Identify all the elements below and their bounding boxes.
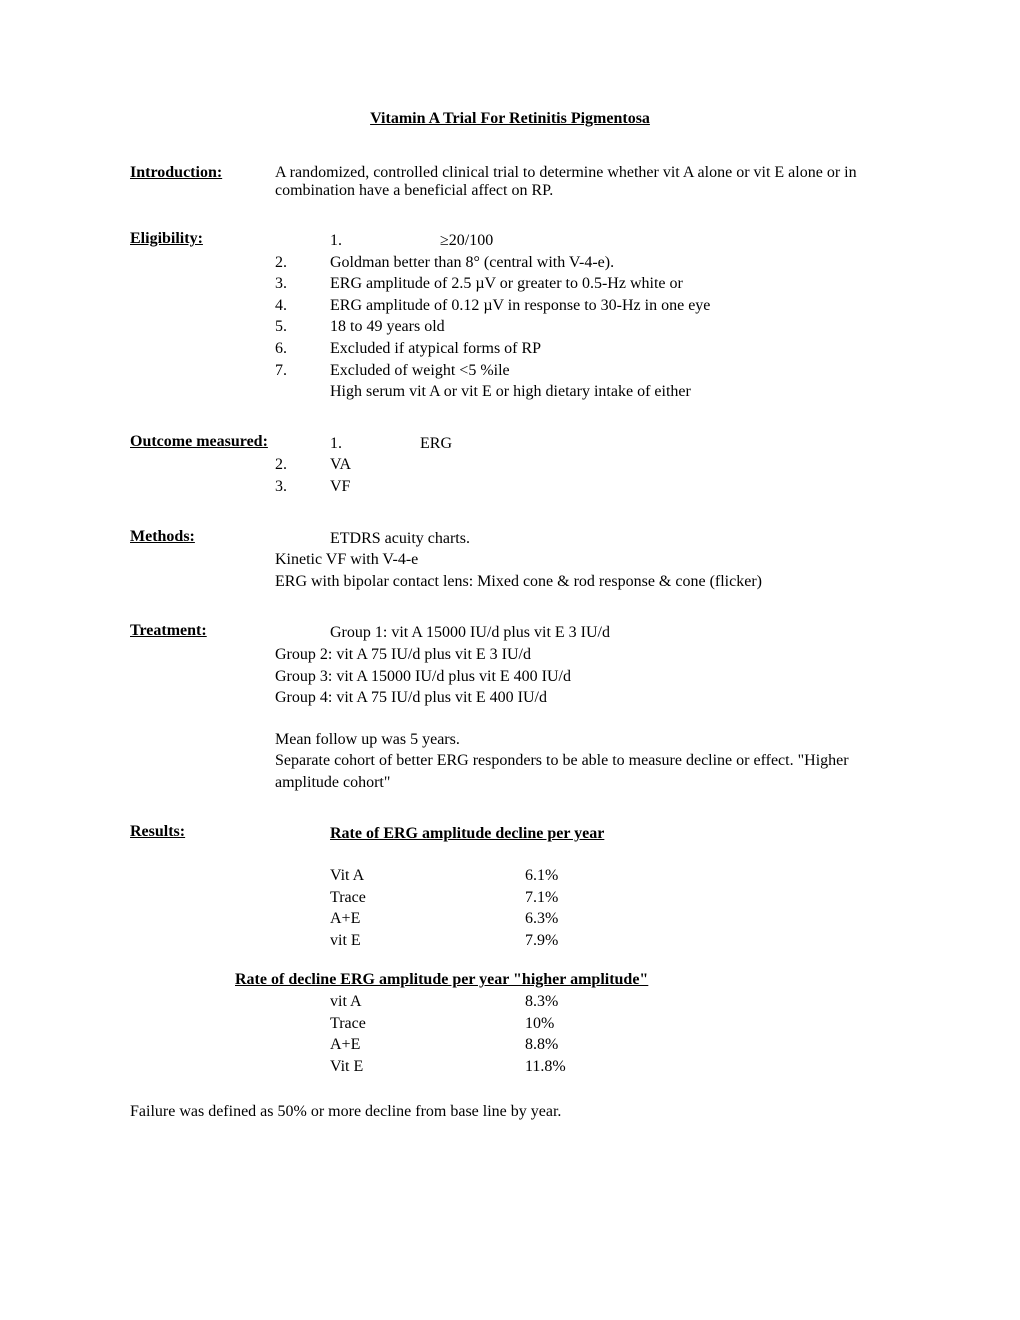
label-treatment: Treatment: [130, 622, 275, 793]
section-outcome: Outcome measured: 1. ERG 2. VA 3. VF [130, 433, 890, 498]
list-item: 5. 18 to 49 years old [275, 316, 890, 338]
list-number: 7. [275, 360, 330, 382]
treatment-followup: Separate cohort of better ERG responders… [275, 750, 890, 793]
table-row: vit A 8.3% [275, 991, 890, 1013]
outcome-content: 1. ERG 2. VA 3. VF [295, 433, 890, 498]
results-table1-title: Rate of ERG amplitude decline per year [275, 823, 890, 845]
table-cell: 6.3% [525, 908, 890, 930]
table-cell: A+E [275, 908, 525, 930]
table-cell: 7.1% [525, 887, 890, 909]
list-number: 2. [275, 454, 330, 476]
table-cell: vit A [275, 991, 525, 1013]
list-item: 2. Goldman better than 8° (central with … [275, 252, 890, 274]
list-number: 6. [275, 338, 330, 360]
methods-line: ERG with bipolar contact lens: Mixed con… [275, 571, 890, 593]
results-table2: Rate of decline ERG amplitude per year "… [235, 969, 890, 1077]
list-item: High serum vit A or vit E or high dietar… [275, 381, 890, 403]
treatment-group: Group 2: vit A 75 IU/d plus vit E 3 IU/d [275, 644, 890, 666]
list-number: 1. [295, 433, 420, 455]
spacer [275, 845, 890, 865]
table-row: Trace 10% [275, 1013, 890, 1035]
page-title: Vitamin A Trial For Retinitis Pigmentosa [130, 110, 890, 128]
spacer [275, 709, 890, 729]
list-item: 3. ERG amplitude of 2.5 µV or greater to… [275, 273, 890, 295]
list-item: 7. Excluded of weight <5 %ile [275, 360, 890, 382]
list-item: 2. VA [275, 454, 890, 476]
list-item: 6. Excluded if atypical forms of RP [275, 338, 890, 360]
label-results: Results: [130, 823, 275, 951]
section-treatment: Treatment: Group 1: vit A 15000 IU/d plu… [130, 622, 890, 793]
list-text: VF [330, 476, 890, 498]
list-number: 2. [275, 252, 330, 274]
treatment-group: Group 4: vit A 75 IU/d plus vit E 400 IU… [275, 687, 890, 709]
table-cell: 8.8% [525, 1034, 890, 1056]
list-number: 3. [275, 476, 330, 498]
treatment-content: Group 1: vit A 15000 IU/d plus vit E 3 I… [275, 622, 890, 793]
treatment-group: Group 1: vit A 15000 IU/d plus vit E 3 I… [275, 622, 890, 644]
label-outcome: Outcome measured: [130, 433, 295, 498]
treatment-followup: Mean follow up was 5 years. [275, 729, 890, 751]
list-number [275, 381, 330, 403]
table-cell: Trace [275, 887, 525, 909]
table-cell: 6.1% [525, 865, 890, 887]
list-text: Excluded of weight <5 %ile [330, 360, 890, 382]
list-number: 5. [275, 316, 330, 338]
list-number: 4. [275, 295, 330, 317]
list-number: 3. [275, 273, 330, 295]
table-row: Vit E 11.8% [275, 1056, 890, 1078]
label-eligibility: Eligibility: [130, 230, 275, 403]
table-row: A+E 8.8% [275, 1034, 890, 1056]
table-cell: 8.3% [525, 991, 890, 1013]
table-row: Vit A 6.1% [275, 865, 890, 887]
list-text: VA [330, 454, 890, 476]
methods-line: ETDRS acuity charts. [275, 528, 890, 550]
list-item: 1. ≥20/100 [275, 230, 890, 252]
table-cell: A+E [275, 1034, 525, 1056]
table-row: Trace 7.1% [275, 887, 890, 909]
section-eligibility: Eligibility: 1. ≥20/100 2. Goldman bette… [130, 230, 890, 403]
list-number: 1. [275, 230, 440, 252]
section-methods: Methods: ETDRS acuity charts. Kinetic VF… [130, 528, 890, 593]
list-text: ERG amplitude of 2.5 µV or greater to 0.… [330, 273, 890, 295]
footer-text: Failure was defined as 50% or more decli… [130, 1101, 890, 1123]
table-cell: Vit A [275, 865, 525, 887]
list-text: Excluded if atypical forms of RP [330, 338, 890, 360]
table-cell: Trace [275, 1013, 525, 1035]
eligibility-content: 1. ≥20/100 2. Goldman better than 8° (ce… [275, 230, 890, 403]
table-cell: Vit E [275, 1056, 525, 1078]
list-text: ≥20/100 [440, 230, 890, 252]
list-text: High serum vit A or vit E or high dietar… [330, 381, 890, 403]
label-methods: Methods: [130, 528, 275, 593]
list-item: 3. VF [275, 476, 890, 498]
table-row: vit E 7.9% [275, 930, 890, 952]
results-table2-title: Rate of decline ERG amplitude per year "… [235, 969, 890, 991]
section-introduction: Introduction: A randomized, controlled c… [130, 164, 890, 200]
table-cell: 7.9% [525, 930, 890, 952]
intro-text: A randomized, controlled clinical trial … [275, 164, 890, 200]
section-results: Results: Rate of ERG amplitude decline p… [130, 823, 890, 951]
list-text: 18 to 49 years old [330, 316, 890, 338]
list-item: 4. ERG amplitude of 0.12 µV in response … [275, 295, 890, 317]
table-cell: vit E [275, 930, 525, 952]
list-item: 1. ERG [295, 433, 890, 455]
treatment-group: Group 3: vit A 15000 IU/d plus vit E 400… [275, 666, 890, 688]
table-cell: 11.8% [525, 1056, 890, 1078]
list-text: ERG amplitude of 0.12 µV in response to … [330, 295, 890, 317]
results-content: Rate of ERG amplitude decline per year V… [275, 823, 890, 951]
methods-content: ETDRS acuity charts. Kinetic VF with V-4… [275, 528, 890, 593]
label-introduction: Introduction: [130, 164, 275, 200]
table-row: A+E 6.3% [275, 908, 890, 930]
document-page: Vitamin A Trial For Retinitis Pigmentosa… [0, 0, 1020, 1183]
methods-line: Kinetic VF with V-4-e [275, 549, 890, 571]
table-cell: 10% [525, 1013, 890, 1035]
list-text: Goldman better than 8° (central with V-4… [330, 252, 890, 274]
list-text: ERG [420, 433, 890, 455]
